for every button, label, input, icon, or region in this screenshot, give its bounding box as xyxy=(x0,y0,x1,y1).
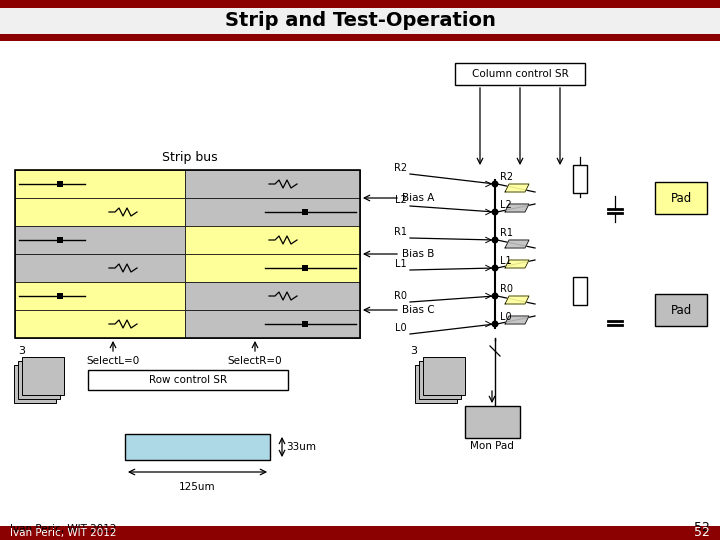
Bar xyxy=(0,0,720,8)
Text: R0: R0 xyxy=(500,284,513,294)
Bar xyxy=(15,254,185,282)
Bar xyxy=(0,34,720,38)
Bar xyxy=(655,182,707,214)
Bar xyxy=(0,526,720,540)
Text: L1: L1 xyxy=(395,259,407,269)
Bar xyxy=(185,254,360,282)
Bar xyxy=(573,277,587,305)
Bar xyxy=(0,0,720,38)
Circle shape xyxy=(492,237,498,244)
Text: Bias A: Bias A xyxy=(402,193,434,203)
Circle shape xyxy=(492,293,498,300)
Text: 125um: 125um xyxy=(179,482,216,492)
Bar xyxy=(655,294,707,326)
Bar xyxy=(185,170,360,198)
Polygon shape xyxy=(505,184,529,192)
Text: Ivan Peric, WIT 2012: Ivan Peric, WIT 2012 xyxy=(10,528,117,538)
Text: Column control SR: Column control SR xyxy=(472,69,568,79)
Text: L2: L2 xyxy=(500,200,512,210)
Bar xyxy=(185,282,360,310)
Bar xyxy=(302,321,308,327)
Bar xyxy=(15,170,185,198)
Text: L0: L0 xyxy=(500,312,512,322)
Text: Strip bus: Strip bus xyxy=(162,151,218,164)
Text: 3: 3 xyxy=(410,346,417,356)
Bar xyxy=(57,237,63,243)
Text: Mon Pad: Mon Pad xyxy=(470,441,514,451)
Polygon shape xyxy=(505,296,529,304)
Text: R1: R1 xyxy=(500,228,513,238)
Bar xyxy=(185,310,360,338)
Bar xyxy=(18,361,60,399)
Text: 52: 52 xyxy=(694,521,710,534)
Text: Bias B: Bias B xyxy=(402,249,434,259)
Circle shape xyxy=(492,265,498,272)
Bar xyxy=(185,198,360,226)
Text: R1: R1 xyxy=(394,227,407,237)
Text: 33um: 33um xyxy=(286,442,316,452)
Text: SelectR=0: SelectR=0 xyxy=(228,356,282,366)
Bar xyxy=(15,226,185,254)
Text: Bias C: Bias C xyxy=(402,305,435,315)
Bar xyxy=(465,406,520,438)
Circle shape xyxy=(492,321,498,327)
Text: R0: R0 xyxy=(394,291,407,301)
Text: 52: 52 xyxy=(694,526,710,539)
Text: Pad: Pad xyxy=(670,303,692,316)
Text: R2: R2 xyxy=(500,172,513,182)
Polygon shape xyxy=(505,316,529,324)
Bar xyxy=(455,63,585,85)
Bar xyxy=(15,198,185,226)
Circle shape xyxy=(492,180,498,187)
Text: R2: R2 xyxy=(394,163,407,173)
Bar xyxy=(57,181,63,187)
Bar xyxy=(415,365,457,403)
Bar xyxy=(302,209,308,215)
Text: L1: L1 xyxy=(500,256,512,266)
Text: Pad: Pad xyxy=(670,192,692,205)
Circle shape xyxy=(492,208,498,215)
Text: 3: 3 xyxy=(18,346,25,356)
Bar xyxy=(185,226,360,254)
Bar xyxy=(15,170,360,338)
Bar xyxy=(15,282,185,310)
Text: Ivan Peric, WIT 2012: Ivan Peric, WIT 2012 xyxy=(10,524,117,534)
Text: L2: L2 xyxy=(395,195,407,205)
Polygon shape xyxy=(505,240,529,248)
Bar xyxy=(57,293,63,299)
Polygon shape xyxy=(505,204,529,212)
Text: Strip and Test-Operation: Strip and Test-Operation xyxy=(225,11,495,30)
Bar xyxy=(22,357,64,395)
Bar xyxy=(419,361,461,399)
Bar xyxy=(15,310,185,338)
Polygon shape xyxy=(505,260,529,268)
Text: SelectL=0: SelectL=0 xyxy=(86,356,140,366)
Bar xyxy=(302,265,308,271)
Text: L0: L0 xyxy=(395,323,407,333)
Bar xyxy=(0,38,720,41)
Text: Row control SR: Row control SR xyxy=(149,375,227,385)
Bar xyxy=(14,365,56,403)
Bar xyxy=(423,357,465,395)
Bar xyxy=(88,370,288,390)
Bar xyxy=(573,165,587,193)
Bar xyxy=(125,434,270,460)
